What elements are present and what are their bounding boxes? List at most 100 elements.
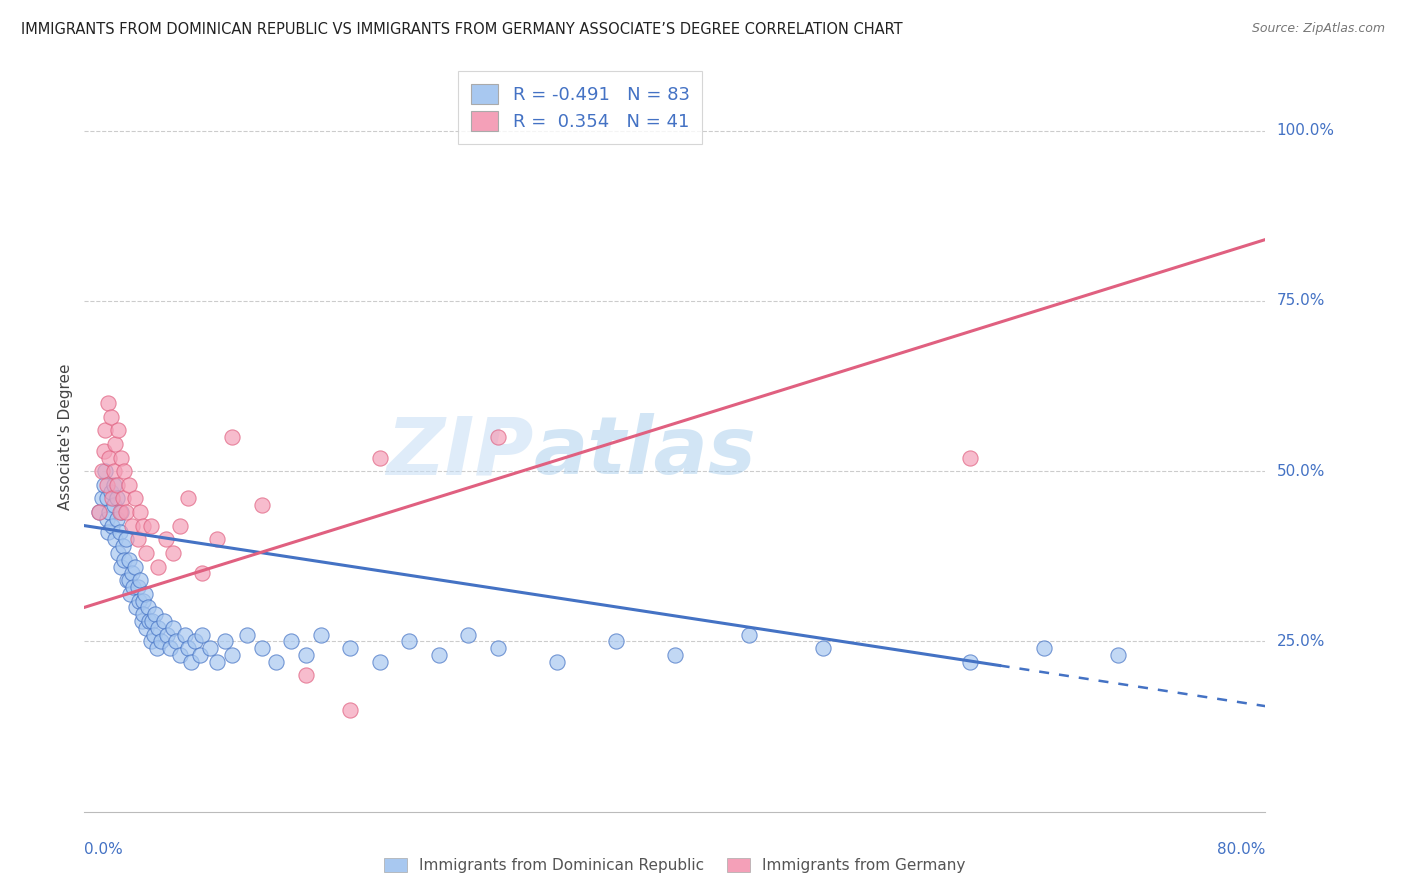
Point <box>134 587 156 601</box>
Point <box>112 552 135 566</box>
Legend: R = -0.491   N = 83, R =  0.354   N = 41: R = -0.491 N = 83, R = 0.354 N = 41 <box>458 71 703 144</box>
Text: Source: ZipAtlas.com: Source: ZipAtlas.com <box>1251 22 1385 36</box>
Point <box>110 505 132 519</box>
Point <box>93 443 115 458</box>
Point <box>811 641 834 656</box>
Point <box>141 614 163 628</box>
Point <box>118 477 141 491</box>
Point <box>105 491 128 506</box>
Point <box>96 477 118 491</box>
Point <box>101 491 124 506</box>
Point <box>153 614 176 628</box>
Point <box>103 498 125 512</box>
Point <box>177 491 200 506</box>
Point <box>427 648 450 662</box>
Point <box>339 641 361 656</box>
Point <box>295 648 318 662</box>
Point <box>91 464 114 478</box>
Point <box>104 437 127 451</box>
Point <box>169 518 191 533</box>
Point <box>959 655 981 669</box>
Point <box>368 450 391 465</box>
Text: 100.0%: 100.0% <box>1277 123 1334 138</box>
Point <box>111 539 134 553</box>
Point <box>156 627 179 641</box>
Point <box>97 525 120 540</box>
Point <box>173 627 195 641</box>
Point <box>97 396 120 410</box>
Point <box>738 627 761 641</box>
Point <box>112 464 135 478</box>
Point <box>124 559 146 574</box>
Text: ZIP: ZIP <box>385 413 533 491</box>
Point <box>162 546 184 560</box>
Text: 50.0%: 50.0% <box>1277 464 1324 479</box>
Point <box>132 593 155 607</box>
Point <box>169 648 191 662</box>
Point <box>159 641 181 656</box>
Point <box>486 430 509 444</box>
Point <box>165 634 187 648</box>
Point <box>1033 641 1056 656</box>
Point <box>143 607 166 622</box>
Point <box>118 573 141 587</box>
Point <box>136 600 159 615</box>
Point <box>139 634 162 648</box>
Point <box>132 607 155 622</box>
Point <box>148 559 170 574</box>
Text: 0.0%: 0.0% <box>84 842 124 857</box>
Point <box>128 593 150 607</box>
Point <box>107 546 129 560</box>
Point <box>236 627 259 641</box>
Point <box>98 505 121 519</box>
Point <box>457 627 479 641</box>
Point <box>139 518 162 533</box>
Point <box>250 641 273 656</box>
Text: 80.0%: 80.0% <box>1218 842 1265 857</box>
Point <box>103 477 125 491</box>
Point <box>132 518 155 533</box>
Point <box>108 525 131 540</box>
Point <box>138 614 160 628</box>
Point <box>280 634 302 648</box>
Point <box>266 655 288 669</box>
Point <box>546 655 568 669</box>
Point <box>135 546 157 560</box>
Point <box>207 533 229 547</box>
Point <box>605 634 627 648</box>
Point <box>221 430 243 444</box>
Point <box>96 491 118 506</box>
Point <box>180 655 202 669</box>
Point <box>114 505 136 519</box>
Point <box>118 552 141 566</box>
Point <box>250 498 273 512</box>
Point <box>101 518 124 533</box>
Point <box>129 573 152 587</box>
Text: IMMIGRANTS FROM DOMINICAN REPUBLIC VS IMMIGRANTS FROM GERMANY ASSOCIATE’S DEGREE: IMMIGRANTS FROM DOMINICAN REPUBLIC VS IM… <box>21 22 903 37</box>
Point <box>87 505 111 519</box>
Y-axis label: Associate's Degree: Associate's Degree <box>58 364 73 510</box>
Point <box>107 423 129 437</box>
Point <box>1107 648 1129 662</box>
Text: 25.0%: 25.0% <box>1277 634 1324 648</box>
Point <box>142 627 165 641</box>
Point <box>103 464 125 478</box>
Point <box>148 621 170 635</box>
Point <box>114 533 136 547</box>
Text: atlas: atlas <box>533 413 756 491</box>
Point <box>368 655 391 669</box>
Point <box>111 491 134 506</box>
Point <box>104 533 127 547</box>
Point <box>177 641 200 656</box>
Point <box>122 580 145 594</box>
Point <box>398 634 420 648</box>
Point <box>191 566 214 581</box>
Point <box>94 464 117 478</box>
Point <box>486 641 509 656</box>
Point <box>1372 151 1395 165</box>
Point <box>339 702 361 716</box>
Point <box>100 409 122 424</box>
Point <box>135 621 157 635</box>
Point <box>959 450 981 465</box>
Point <box>108 505 131 519</box>
